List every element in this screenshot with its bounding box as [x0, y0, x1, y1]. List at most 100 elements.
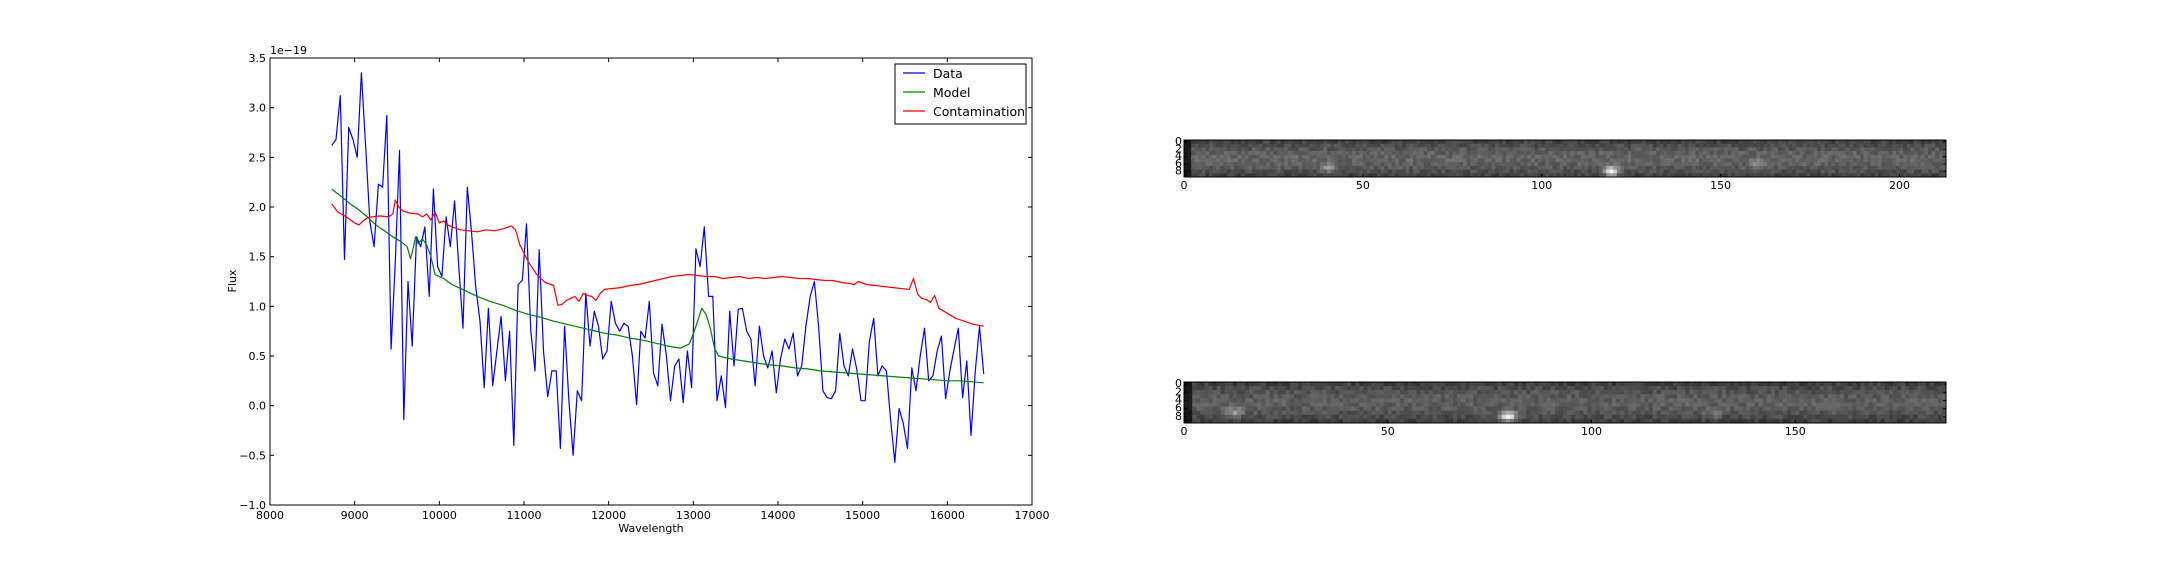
- image-pixel: [1885, 169, 1890, 174]
- image-pixel: [1656, 406, 1662, 412]
- image-pixel: [1384, 173, 1389, 178]
- y-tick-label: 1.5: [249, 251, 267, 264]
- image-pixel: [1273, 402, 1279, 407]
- image-pixel: [1909, 382, 1914, 387]
- image-pixel: [1261, 382, 1266, 387]
- image-pixel: [1917, 162, 1922, 167]
- image-pixel: [1234, 154, 1239, 159]
- image-pixel: [1668, 386, 1674, 391]
- image-pixel: [1370, 143, 1375, 148]
- image-pixel: [1620, 165, 1625, 170]
- image-pixel: [1681, 165, 1686, 170]
- image-pixel: [1495, 154, 1500, 159]
- image-pixel: [1844, 394, 1849, 399]
- image-pixel: [1457, 402, 1462, 407]
- image-pixel: [1248, 173, 1253, 178]
- image-pixel: [1498, 140, 1503, 145]
- image-pixel: [1395, 418, 1401, 424]
- image-pixel: [1571, 410, 1576, 416]
- image-pixel: [1648, 410, 1653, 416]
- image-pixel: [1558, 382, 1564, 387]
- image-pixel: [1409, 147, 1414, 152]
- image-pixel: [1603, 386, 1609, 391]
- image-pixel: [1577, 169, 1582, 174]
- image-pixel: [1903, 151, 1908, 156]
- image-pixel: [1770, 154, 1775, 159]
- image-pixel: [1309, 140, 1314, 145]
- image-pixel: [1505, 140, 1510, 145]
- image-pixel: [1852, 386, 1857, 391]
- image-pixel: [1412, 382, 1417, 387]
- image-pixel: [1287, 147, 1292, 152]
- image-pixel: [1534, 169, 1539, 174]
- image-pixel: [1807, 394, 1812, 399]
- image-pixel: [1666, 158, 1671, 163]
- image-pixel: [1640, 394, 1645, 399]
- image-pixel: [1370, 154, 1375, 159]
- image-pixel: [1416, 143, 1421, 148]
- image-pixel: [1191, 143, 1196, 148]
- image-pixel: [1194, 151, 1199, 156]
- image-pixel: [1534, 165, 1539, 170]
- image-pixel: [1713, 402, 1719, 407]
- image-pixel: [1677, 418, 1682, 424]
- image-pixel: [1262, 154, 1267, 159]
- image-pixel: [1607, 414, 1613, 420]
- image-pixel: [1892, 158, 1897, 163]
- image-pixel: [1844, 414, 1849, 420]
- image-pixel: [1573, 173, 1578, 178]
- image-pixel: [1373, 162, 1378, 167]
- image-pixel: [1938, 173, 1943, 178]
- image-pixel: [1672, 402, 1678, 407]
- image-pixel: [1402, 151, 1407, 156]
- image-pixel: [1534, 406, 1539, 412]
- image-pixel: [1198, 154, 1203, 159]
- image-pixel: [1404, 406, 1409, 412]
- image-pixel: [1867, 165, 1872, 170]
- image-pixel: [1448, 154, 1453, 159]
- image-pixel: [1259, 162, 1264, 167]
- image-pixel: [1754, 406, 1759, 412]
- image-pixel: [1363, 390, 1368, 395]
- image-pixel: [1870, 162, 1875, 167]
- image-pixel: [1184, 158, 1188, 163]
- image-pixel: [1558, 398, 1564, 403]
- image-pixel: [1563, 140, 1568, 145]
- image-pixel: [1513, 165, 1518, 170]
- image-pixel: [1824, 162, 1829, 167]
- image-pixel: [1774, 162, 1779, 167]
- image-pixel: [1607, 410, 1613, 416]
- image-pixel: [1342, 394, 1348, 399]
- image-pixel: [1819, 406, 1825, 412]
- image-pixel: [1620, 406, 1625, 412]
- image-pixel: [1591, 162, 1596, 167]
- image-pixel: [1752, 147, 1757, 152]
- image-pixel: [1783, 390, 1788, 395]
- image-pixel: [1359, 154, 1364, 159]
- image-pixel: [1266, 158, 1271, 163]
- image-pixel: [1823, 390, 1829, 395]
- image-pixel: [1925, 394, 1931, 399]
- image-pixel: [1398, 169, 1403, 174]
- image-pixel: [1670, 162, 1675, 167]
- image-pixel: [1259, 140, 1264, 145]
- image-pixel: [1609, 162, 1614, 167]
- image-pixel: [1921, 390, 1927, 395]
- image-pixel: [1330, 402, 1336, 407]
- image-pixel: [1749, 147, 1754, 152]
- image-pixel: [1613, 165, 1618, 170]
- image-pixel: [1420, 147, 1425, 152]
- image-pixel: [1526, 394, 1531, 399]
- image-pixel: [1501, 418, 1507, 424]
- image-pixel: [1685, 382, 1690, 387]
- image-pixel: [1872, 406, 1878, 412]
- image-pixel: [1795, 410, 1800, 416]
- image-pixel: [1465, 402, 1470, 407]
- image-pixel: [1910, 147, 1915, 152]
- image-pixel: [1738, 406, 1743, 412]
- image-pixel: [1244, 173, 1249, 178]
- image-pixel: [1631, 173, 1636, 178]
- image-pixel: [1432, 418, 1438, 424]
- image-pixel: [1577, 173, 1582, 178]
- image-pixel: [1754, 410, 1759, 416]
